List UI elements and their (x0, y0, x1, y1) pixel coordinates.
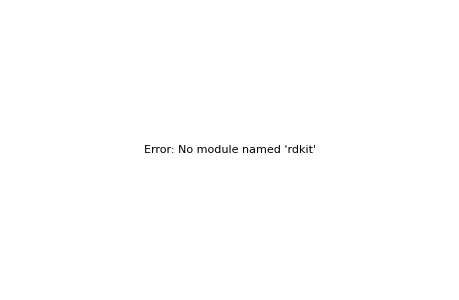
Text: Error: No module named 'rdkit': Error: No module named 'rdkit' (144, 145, 315, 155)
